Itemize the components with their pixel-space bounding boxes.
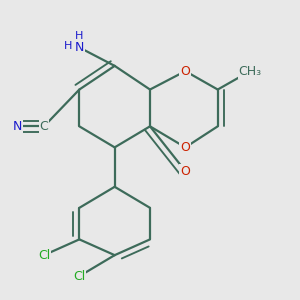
Text: O: O [180,64,190,78]
Text: O: O [180,141,190,154]
Text: O: O [180,164,190,178]
Text: N: N [13,120,22,133]
Text: CH₃: CH₃ [238,64,262,78]
Text: Cl: Cl [38,249,50,262]
Text: C: C [40,120,48,133]
Text: H: H [75,31,83,40]
Text: H: H [64,41,72,51]
Text: Cl: Cl [73,270,86,283]
Text: N: N [75,41,84,54]
